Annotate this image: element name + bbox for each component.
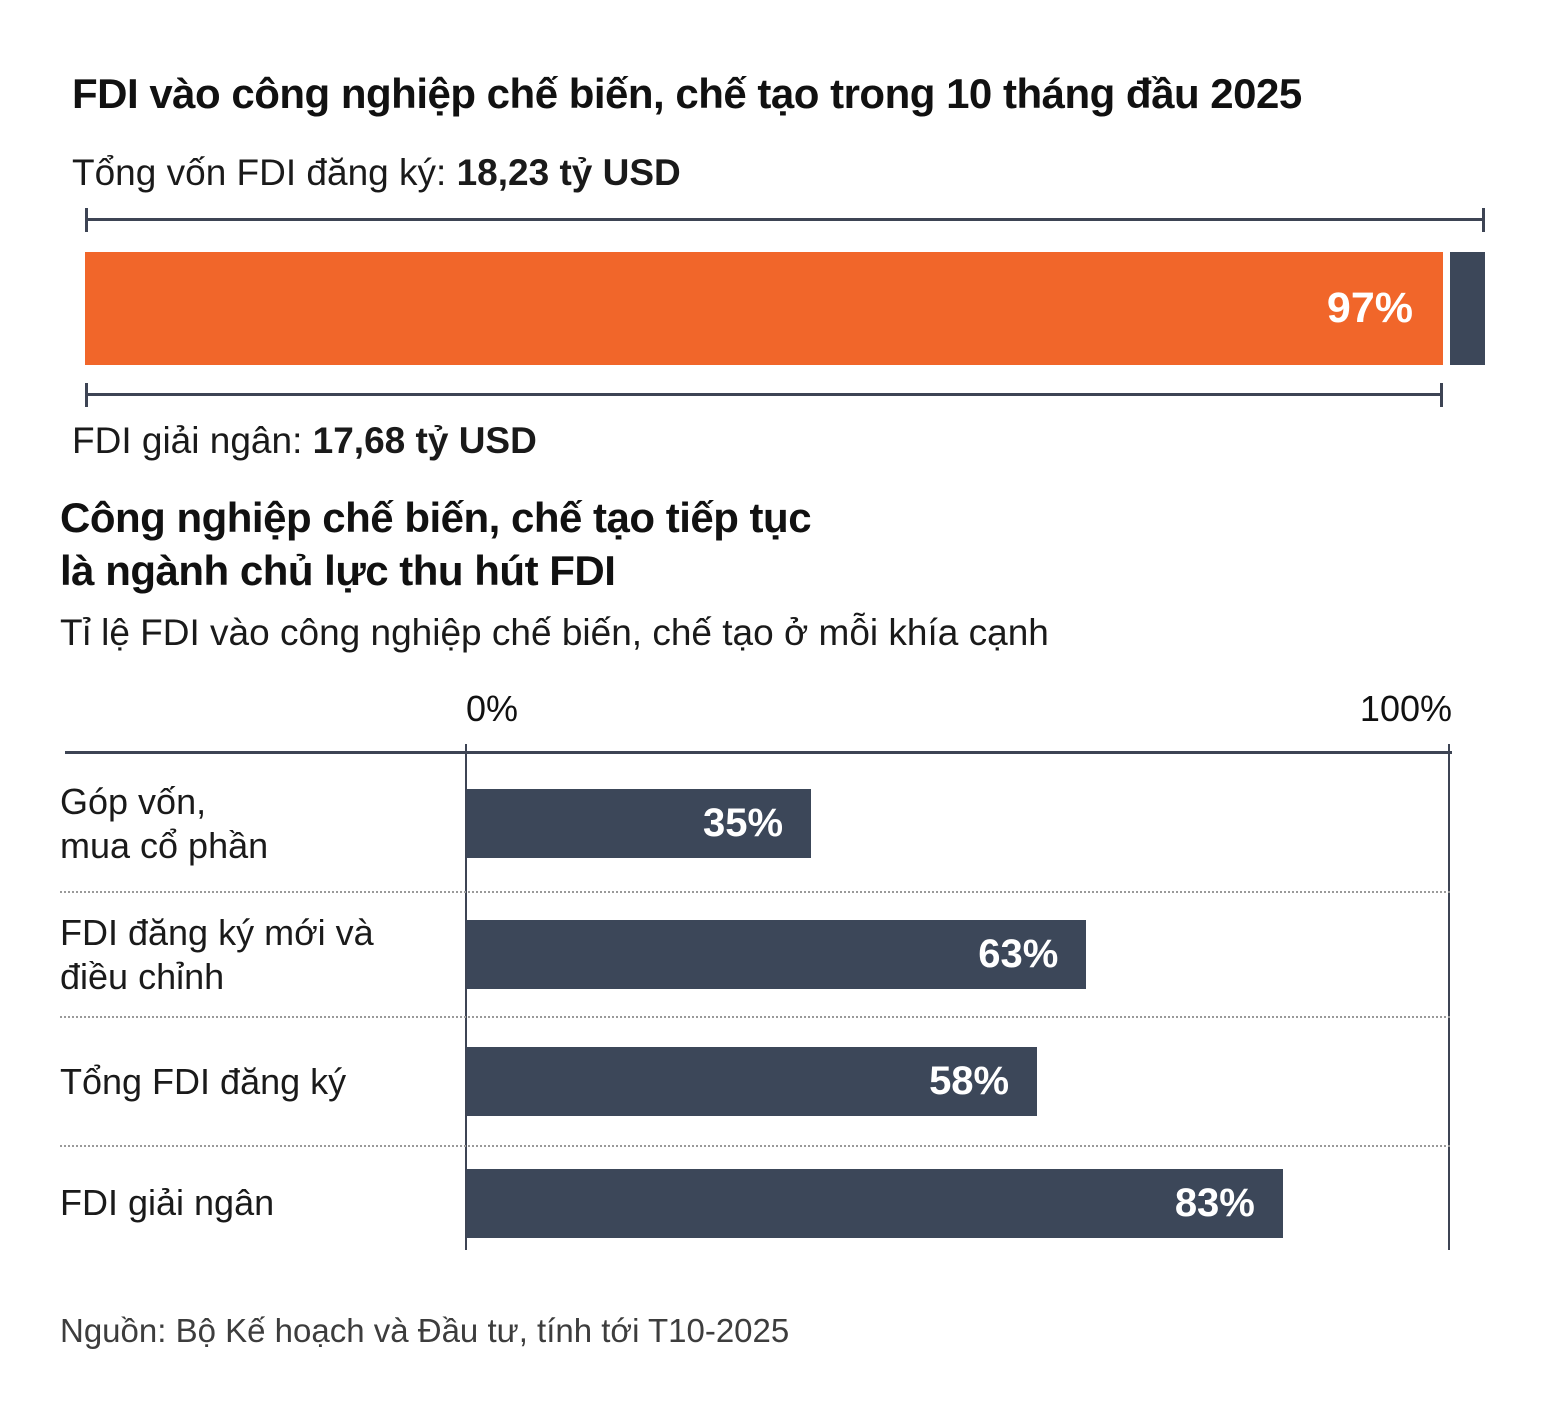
value-bar: 83% [467, 1168, 1283, 1238]
value-bar: 35% [467, 789, 812, 858]
chart-row: Tổng FDI đăng ký 58% [60, 1018, 1450, 1147]
disbursed-fdi-bracket [85, 383, 1443, 407]
registered-total-value: 18,23 tỷ USD [456, 152, 681, 193]
category-label: FDI đăng ký mới và điều chỉnh [60, 911, 374, 997]
registered-total-caption: Tổng vốn FDI đăng ký: 18,23 tỷ USD [72, 152, 681, 194]
bar-zone: 35% [467, 789, 1450, 858]
bar-zone: 83% [467, 1168, 1450, 1238]
x-axis-top-line [65, 751, 1452, 754]
axis-line-100-percent [1448, 744, 1450, 1250]
bar-value-label: 63% [978, 932, 1059, 976]
bar-value-label: 58% [929, 1059, 1010, 1103]
x-axis-tick-100: 100% [1359, 688, 1452, 729]
x-axis-tick-0: 0% [465, 688, 519, 729]
category-label: Góp vốn, mua cổ phần [60, 780, 269, 866]
category-label: FDI giải ngân [60, 1182, 275, 1224]
chart-row: FDI đăng ký mới và điều chỉnh 63% [60, 893, 1450, 1018]
total-fdi-bracket [85, 208, 1485, 232]
manufacturing-share-percent-label: 97% [1326, 284, 1413, 332]
bar-value-label: 83% [1174, 1180, 1255, 1225]
disbursed-prefix: FDI giải ngân: [72, 420, 313, 461]
bar-chart-rows: Góp vốn, mua cổ phần 35% FDI đăng ký mới v… [60, 756, 1450, 1259]
value-bar: 58% [467, 1047, 1038, 1116]
manufacturing-share-segment: 97% [85, 252, 1443, 365]
bar-value-label: 35% [702, 801, 784, 845]
page-title: FDI vào công nghiệp chế biến, chế tạo tr… [72, 70, 1302, 117]
fdi-share-stacked-bar: 97% [85, 252, 1485, 365]
chart-row: FDI giải ngân 83% [60, 1147, 1450, 1259]
section-subtitle: Tỉ lệ FDI vào công nghiệp chế biến, chế … [60, 612, 1049, 653]
source-note: Nguồn: Bộ Kế hoạch và Đầu tư, tính tới T… [60, 1312, 790, 1349]
registered-total-prefix: Tổng vốn FDI đăng ký: [72, 152, 457, 193]
section-title-line2: là ngành chủ lực thu hút FDI [60, 546, 616, 594]
chart-row: Góp vốn, mua cổ phần 35% [60, 756, 1450, 893]
section-title: Công nghiệp chế biến, chế tạo tiếp tục l… [60, 492, 812, 598]
bar-zone: 58% [467, 1047, 1450, 1116]
disbursed-caption: FDI giải ngân: 17,68 tỷ USD [72, 420, 537, 462]
axis-line-0-percent [465, 744, 467, 1250]
disbursed-value: 17,68 tỷ USD [312, 420, 537, 461]
category-label: Tổng FDI đăng ký [60, 1060, 347, 1102]
bar-zone: 63% [467, 920, 1450, 989]
other-share-segment [1450, 252, 1485, 365]
value-bar: 63% [467, 920, 1087, 989]
section-title-line1: Công nghiệp chế biến, chế tạo tiếp tục [60, 494, 812, 541]
